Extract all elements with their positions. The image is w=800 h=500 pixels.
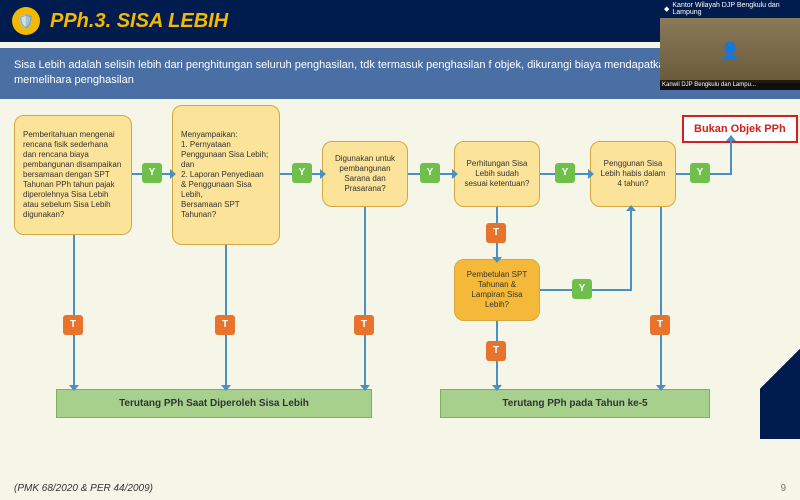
connector: [730, 141, 732, 175]
node-text: Penggunan Sisa Lebih habis dalam 4 tahun…: [599, 159, 667, 189]
node-pembetulan: Pembetulan SPT Tahunan & Lampiran Sisa L…: [454, 259, 540, 321]
connector: [364, 207, 366, 385]
slide-decoration: [760, 299, 800, 439]
flowchart-area: Pemberitahuan mengenai rencana fisik sed…: [0, 99, 800, 439]
webcam-panel: ◆ Kantor Wilayah DJP Bengkulu dan Lampun…: [660, 0, 800, 90]
connector: [630, 211, 632, 291]
outcome-bukan-objek: Bukan Objek PPh: [682, 115, 798, 143]
node-digunakan: Digunakan untuk pembangunan Sarana dan P…: [322, 141, 408, 207]
node-text: Digunakan untuk pembangunan Sarana dan P…: [331, 154, 399, 194]
definition-text: Sisa Lebih adalah selisih lebih dari pen…: [14, 59, 729, 86]
node-text: Pemberitahuan mengenai rencana fisik sed…: [23, 130, 123, 220]
badge-t: T: [486, 223, 506, 243]
outcome-text: Bukan Objek PPh: [694, 123, 786, 135]
webcam-video: 👤: [660, 18, 800, 83]
node-menyampaikan: Menyampaikan: 1. Pernyataan Penggunaan S…: [172, 105, 280, 245]
webcam-label: Kanwil DJP Bengkulu dan Lampu...: [660, 80, 800, 90]
outcome-text: Terutang PPh pada Tahun ke-5: [502, 398, 647, 409]
badge-t: T: [215, 315, 235, 335]
outcome-right: Terutang PPh pada Tahun ke-5: [440, 389, 710, 418]
badge-y: Y: [572, 279, 592, 299]
badge-t: T: [354, 315, 374, 335]
node-penggunaan: Penggunan Sisa Lebih habis dalam 4 tahun…: [590, 141, 676, 207]
badge-y: Y: [142, 163, 162, 183]
webcam-banner: ◆ Kantor Wilayah DJP Bengkulu dan Lampun…: [660, 0, 800, 18]
badge-y: Y: [292, 163, 312, 183]
webcam-banner-text: Kantor Wilayah DJP Bengkulu dan Lampung: [672, 2, 796, 16]
badge-t: T: [63, 315, 83, 335]
badge-t: T: [650, 315, 670, 335]
node-text: Menyampaikan: 1. Pernyataan Penggunaan S…: [181, 130, 271, 220]
connector: [660, 207, 662, 385]
logo-icon: 🛡️: [12, 7, 40, 35]
badge-y: Y: [690, 163, 710, 183]
outcome-left: Terutang PPh Saat Diperoleh Sisa Lebih: [56, 389, 372, 418]
outcome-text: Terutang PPh Saat Diperoleh Sisa Lebih: [119, 398, 309, 409]
badge-t: T: [486, 341, 506, 361]
badge-y: Y: [420, 163, 440, 183]
footer-reference: (PMK 68/2020 & PER 44/2009): [14, 483, 153, 494]
connector: [73, 235, 75, 385]
node-text: Pembetulan SPT Tahunan & Lampiran Sisa L…: [463, 270, 531, 310]
page-number: 9: [780, 483, 786, 494]
djp-icon: ◆: [664, 5, 669, 13]
node-perhitungan: Perhitungan Sisa Lebih sudah sesuai kete…: [454, 141, 540, 207]
node-text: Perhitungan Sisa Lebih sudah sesuai kete…: [463, 159, 531, 189]
slide-title: PPh.3. SISA LEBIH: [50, 10, 228, 33]
badge-y: Y: [555, 163, 575, 183]
node-pemberitahuan: Pemberitahuan mengenai rencana fisik sed…: [14, 115, 132, 235]
